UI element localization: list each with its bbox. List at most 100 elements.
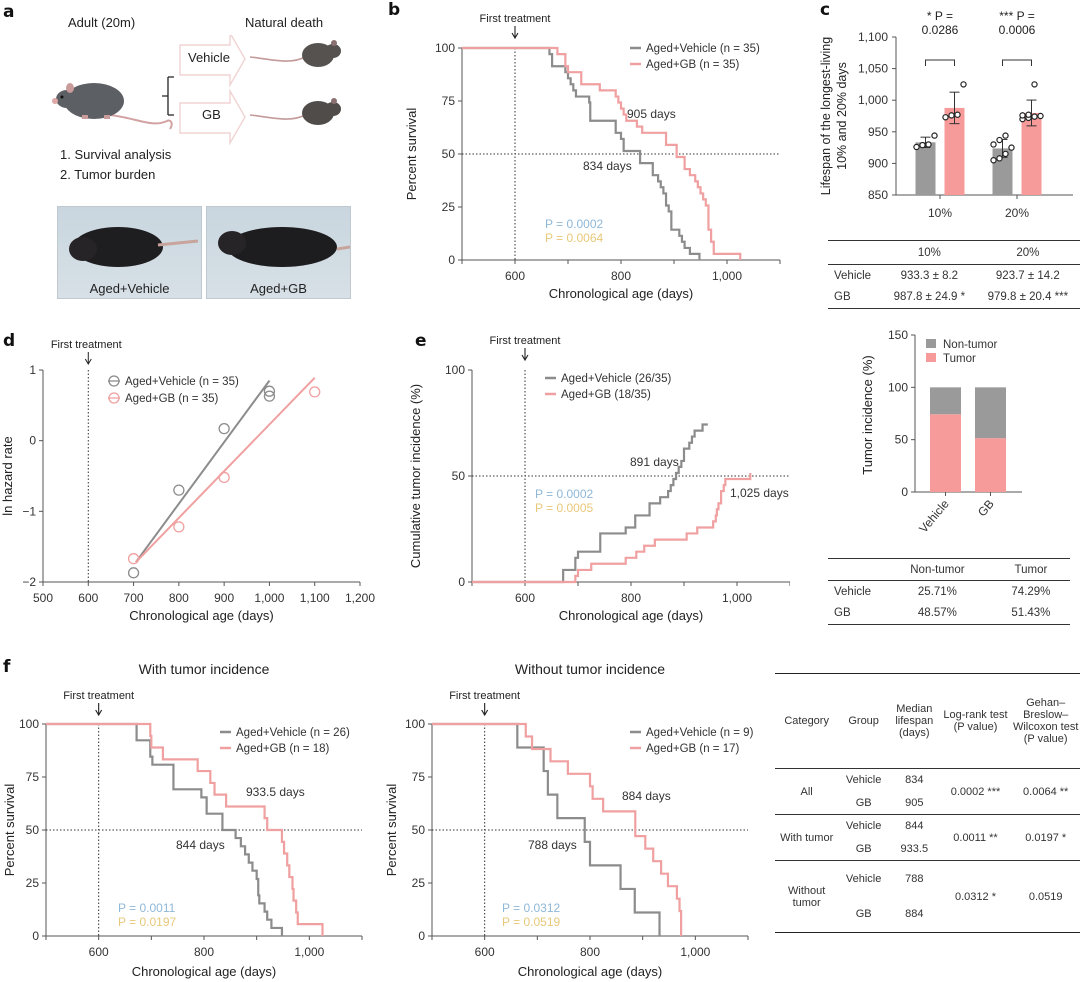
series-line-0	[472, 423, 708, 584]
y-tick-label: 950	[868, 125, 888, 139]
x-tick-label: 1,100	[300, 591, 330, 605]
y-tick-label: 1,100	[858, 30, 888, 44]
y-tick-label: 1	[29, 363, 36, 377]
y-tick-label: 50	[895, 433, 909, 447]
chart-b-survival: 0 25 50 75 100 600 800 1,000 Chronological age (…	[404, 13, 781, 301]
table-cell: Vehicle	[845, 872, 882, 885]
x-tick-label: 600	[78, 591, 98, 605]
chart-d-hazard: −2 −1 0 1 500 600 700 800 900 1,000 1,100 1,200 Chro…	[0, 339, 375, 623]
median-label: 891 days	[630, 455, 679, 469]
legend-label: Aged+GB (n = 18)	[236, 743, 330, 755]
legend-label: Aged+GB (18/35)	[561, 389, 651, 401]
p-value-label: P = 0.0002	[545, 217, 603, 231]
x-tick-label: GB	[975, 497, 997, 519]
y-axis-label: Percent survival	[2, 784, 17, 877]
mouse-dead-vehicle-icon	[249, 40, 341, 67]
x-tick-label: 500	[33, 591, 53, 605]
y-axis-label: Percent survival	[404, 108, 419, 201]
p-value-label: P = 0.0197	[118, 915, 176, 929]
outcome-item: 2. Tumor burden	[60, 167, 156, 182]
y-tick-label: 1,050	[858, 62, 888, 76]
legend-label: Aged+GB (n = 35)	[646, 59, 740, 71]
data-point	[263, 385, 276, 397]
data-point	[173, 521, 185, 533]
table-row: Vehicle 25.71% 74.29%	[828, 581, 1070, 603]
x-tick-label: 1,000	[712, 269, 742, 283]
table-cell: 844	[905, 820, 924, 833]
data-point	[996, 155, 1003, 162]
stacked-bar-tumor	[930, 414, 961, 492]
table-header-cell: Category	[784, 715, 829, 727]
table-cell: 987.8 ± 24.9 *	[893, 291, 966, 304]
data-point	[960, 81, 967, 88]
data-point	[1002, 150, 1009, 158]
y-tick-label: 0	[458, 575, 465, 589]
table-cell: 0.0011 **	[953, 831, 998, 844]
photo-aged-gb: Aged+GB	[206, 206, 351, 299]
y-tick-label: 1,000	[858, 93, 888, 107]
median-label: 933.5 days	[246, 785, 305, 799]
legend-label: Aged+Vehicle (n = 35)	[125, 376, 239, 388]
panel-letter-f: f	[3, 657, 11, 677]
table-cell: GB	[855, 908, 872, 921]
data-point	[948, 112, 955, 119]
y-tick-label: 0	[418, 929, 425, 943]
x-tick-label: 800	[194, 945, 214, 959]
table-row: GB 905	[775, 792, 1080, 815]
x-axis-label: Chronological age (days)	[518, 964, 663, 979]
first-treatment-label: First treatment	[490, 335, 561, 347]
legend-swatch	[926, 339, 936, 348]
x-tick-label: 1,200	[345, 591, 375, 605]
x-axis-label: Chronological age (days)	[549, 286, 694, 301]
arrow-down-icon	[521, 348, 529, 362]
legend-label: Aged+GB (n = 35)	[125, 393, 219, 405]
x-axis-label: Chronological age (days)	[129, 608, 274, 623]
chart-c-longest-living: 850 900 950 1,000 1,050 1,100 Lifespan of the …	[819, 9, 1073, 220]
table-cell: 0.0064 **	[1023, 785, 1069, 798]
legend-label: Aged+Vehicle (26/35)	[561, 373, 671, 385]
median-label: 1,025 days	[730, 486, 789, 500]
legend-label: Tumor	[943, 353, 976, 365]
table-cell: 884	[905, 908, 924, 921]
p-value-label: P = 0.0064	[545, 231, 603, 245]
table-cell: 923.7 ± 14.2	[995, 269, 1060, 282]
chart-title: With tumor incidence	[139, 661, 270, 677]
significance-label: *** P =	[999, 9, 1034, 23]
table-header-cell: Median lifespan (days)	[895, 703, 934, 739]
x-tick-label: 600	[475, 945, 495, 959]
x-tick-label: 1,000	[294, 945, 324, 959]
chart-f2-without-tumor: Without tumor incidence 0 25 50 75 100 600 800 1…	[384, 661, 754, 979]
table-header-cell: 20%	[1016, 246, 1040, 259]
table-row: Vehicle 933.3 ± 8.2 923.7 ± 14.2	[828, 265, 1080, 287]
first-treatment-label: First treatment	[449, 690, 520, 702]
series-line-0	[46, 722, 284, 936]
table-row: GB 933.5	[775, 838, 1080, 861]
table-cell: 933.5	[900, 842, 929, 855]
arrow-down-icon	[95, 703, 103, 717]
x-tick-label: 600	[515, 591, 535, 605]
arm-gb-label: GB	[202, 107, 221, 122]
y-tick-label: 50	[452, 469, 466, 483]
series-line-1	[472, 473, 752, 584]
p-value-label: P = 0.0005	[535, 501, 593, 515]
table-cell: Vehicle	[834, 269, 872, 282]
data-point	[1019, 112, 1026, 119]
table-cell: Vehicle	[845, 820, 882, 833]
table-cell: Vehicle	[834, 585, 872, 598]
table-cell: 48.57%	[917, 607, 957, 620]
y-axis-label: 10% and 20% days	[835, 62, 849, 170]
panel-letter-a: a	[3, 2, 15, 22]
y-tick-label: 25	[412, 876, 426, 890]
y-tick-label: 100	[888, 380, 908, 394]
table-row: With tumor Vehicle 844 0.0011 ** 0.0197 …	[775, 815, 1080, 843]
fit-line-1	[135, 377, 316, 563]
y-tick-label: −1	[22, 504, 36, 518]
table-cell: Vehicle	[845, 774, 882, 787]
y-tick-label: 850	[868, 188, 888, 202]
natural-death-label: Natural death	[245, 15, 324, 30]
x-tick-label: 800	[169, 591, 189, 605]
y-tick-label: 75	[26, 770, 40, 784]
first-treatment-label: First treatment	[480, 13, 551, 25]
table-header-cell: Group	[848, 715, 879, 727]
chart-title: Without tumor incidence	[515, 661, 665, 677]
